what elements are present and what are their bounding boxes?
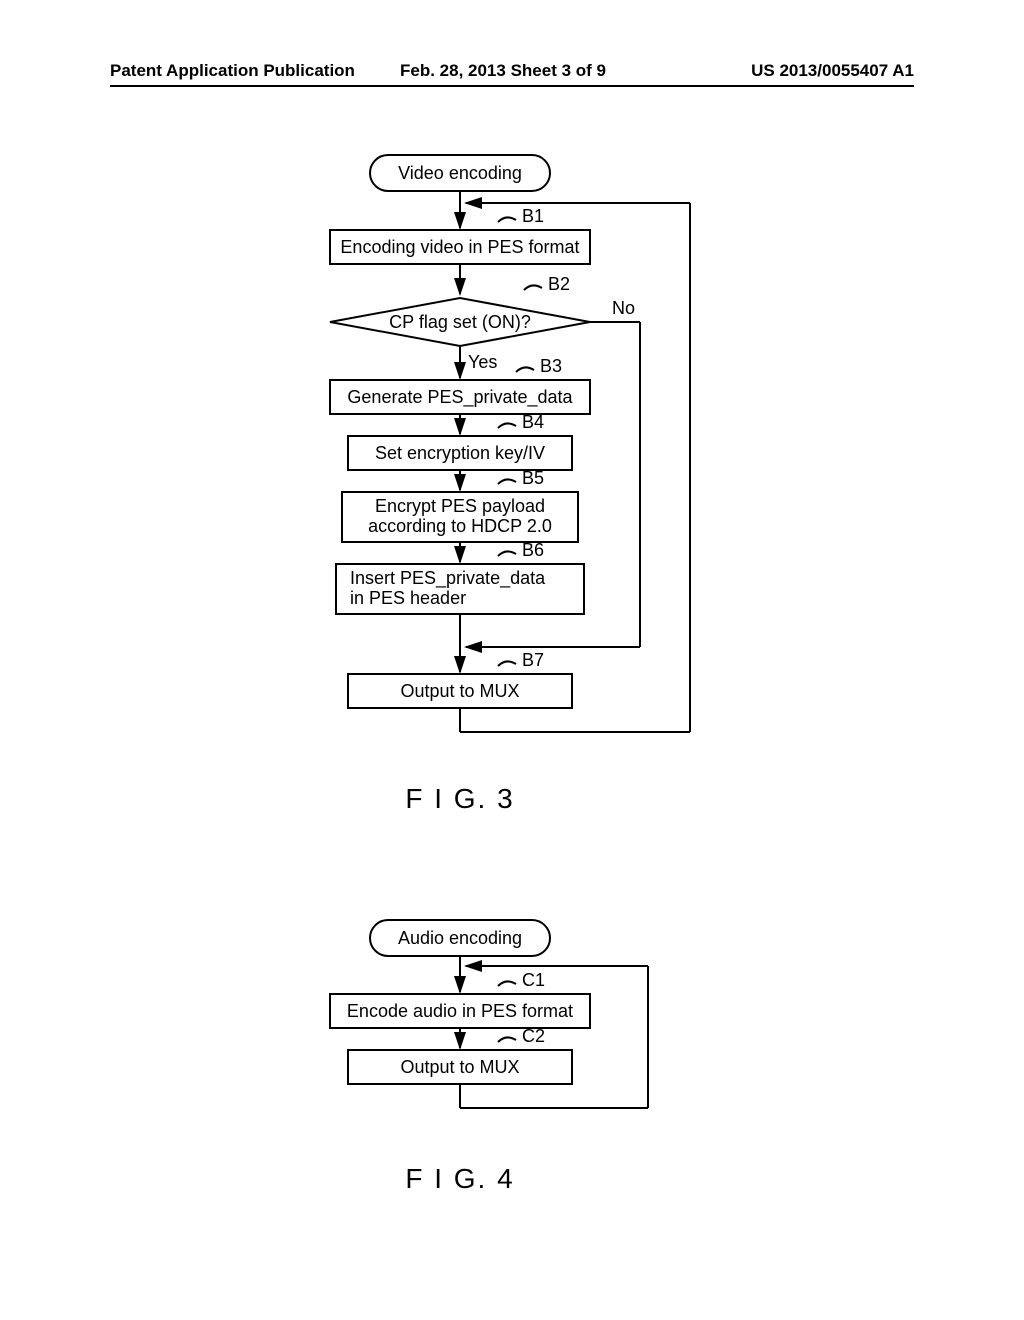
fig4-c2-ref: C2 <box>522 1026 545 1046</box>
fig4-start-text: Audio encoding <box>398 928 522 948</box>
fig4-c2-ref-curve <box>498 1037 516 1042</box>
fig4-c1-text: Encode audio in PES format <box>347 1001 573 1021</box>
page: Patent Application Publication Feb. 28, … <box>0 0 1024 1320</box>
fig4-c1-ref: C1 <box>522 970 545 990</box>
fig4-c1-ref-curve <box>498 981 516 986</box>
fig4-svg: Audio encoding C1 Encode audio in PES fo… <box>0 0 1024 1320</box>
fig4-c2-text: Output to MUX <box>400 1057 519 1077</box>
fig4-caption: F I G. 4 <box>405 1163 514 1194</box>
